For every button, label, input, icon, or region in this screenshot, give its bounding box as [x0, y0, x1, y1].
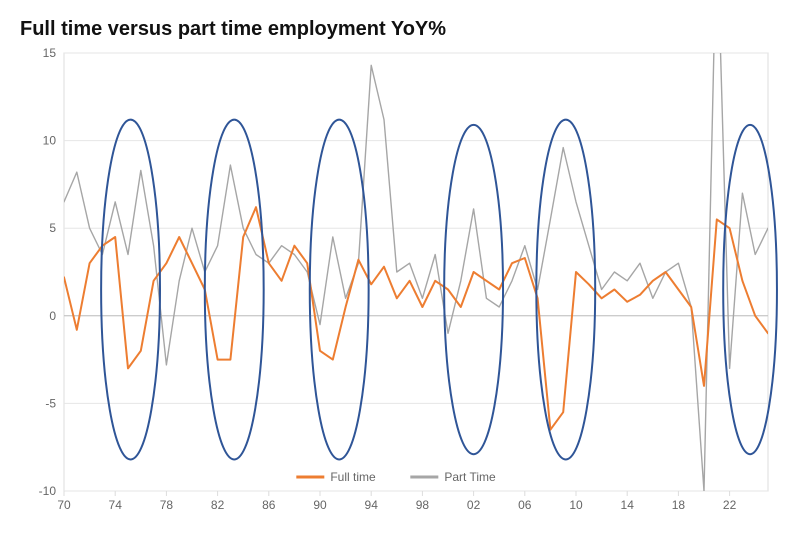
x-tick-label: 22 — [723, 498, 737, 512]
x-tick-label: 14 — [621, 498, 635, 512]
x-tick-label: 78 — [160, 498, 174, 512]
x-tick-label: 10 — [569, 498, 583, 512]
chart-container: -10 -5 0 5 10 15 70 74 78 82 86 90 94 98 02 06 10 14 18 22 F… — [20, 47, 780, 537]
x-tick-label: 74 — [109, 498, 123, 512]
legend-label: Full time — [330, 470, 376, 484]
x-tick-label: 02 — [467, 498, 481, 512]
x-tick-label: 86 — [262, 498, 276, 512]
y-tick-label: 0 — [49, 309, 56, 323]
x-tick-label: 06 — [518, 498, 532, 512]
page: Full time versus part time employment Yo… — [0, 0, 800, 552]
legend-label: Part Time — [444, 470, 496, 484]
x-tick-label: 94 — [365, 498, 379, 512]
chart-title: Full time versus part time employment Yo… — [20, 18, 780, 41]
x-tick-label: 90 — [313, 498, 327, 512]
y-tick-label: 10 — [43, 134, 57, 148]
line-chart: -10 -5 0 5 10 15 70 74 78 82 86 90 94 98 02 06 10 14 18 22 F… — [20, 47, 780, 537]
x-tick-label: 18 — [672, 498, 686, 512]
x-tick-label: 98 — [416, 498, 430, 512]
y-tick-label: 15 — [43, 47, 57, 60]
y-tick-label: -10 — [39, 484, 57, 498]
x-tick-label: 82 — [211, 498, 225, 512]
x-tick-label: 70 — [57, 498, 71, 512]
y-tick-label: 5 — [49, 221, 56, 235]
y-tick-label: -5 — [45, 396, 56, 410]
